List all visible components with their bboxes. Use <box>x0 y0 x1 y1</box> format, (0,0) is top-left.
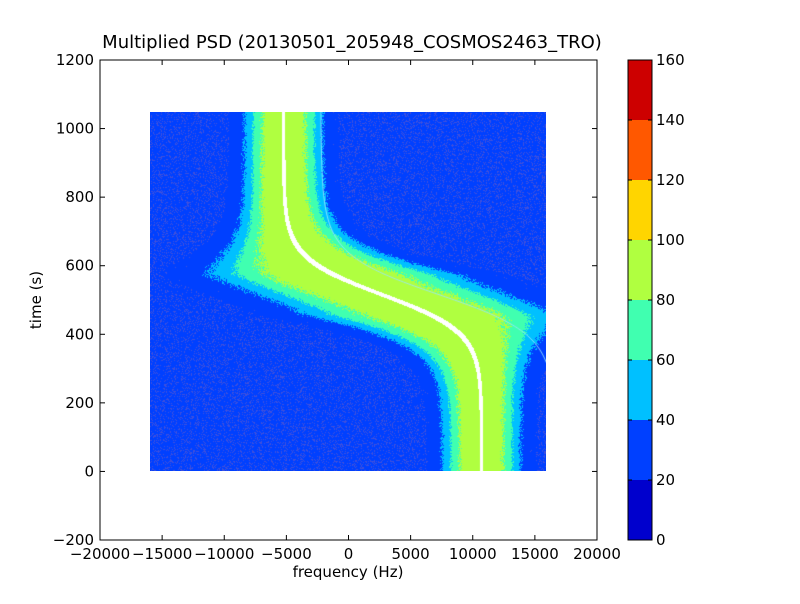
colorbar-tick-label: 60 <box>656 351 675 369</box>
colorbar-tick-label: 140 <box>656 111 685 129</box>
colorbar-segment <box>628 360 652 420</box>
heatmap-image <box>150 112 546 471</box>
x-tick-label: 15000 <box>511 545 559 563</box>
x-tick-label: −5000 <box>261 545 312 563</box>
colorbar-segment <box>628 240 652 300</box>
colorbar-segment <box>628 420 652 480</box>
x-tick-label: −20000 <box>70 545 130 563</box>
x-tick-label: 20000 <box>573 545 621 563</box>
colorbar <box>627 59 653 541</box>
colorbar-segment <box>628 120 652 180</box>
colorbar-tick-label: 160 <box>656 51 685 69</box>
y-tick-label: −200 <box>53 531 94 549</box>
y-axis-label: time (s) <box>27 271 45 329</box>
colorbar-tick-label: 100 <box>656 231 685 249</box>
y-tick-label: 1200 <box>56 51 94 69</box>
chart-title: Multiplied PSD (20130501_205948_COSMOS24… <box>102 32 602 53</box>
y-tick-label: 400 <box>65 325 94 343</box>
colorbar-ticks: 0 20 40 60 80 100 120 140 160 <box>628 51 685 549</box>
colorbar-segment <box>628 300 652 360</box>
x-tick-label: 5000 <box>392 545 430 563</box>
y-tick-label: 200 <box>65 394 94 412</box>
x-tick-label: −15000 <box>132 545 192 563</box>
x-tick-label: 10000 <box>449 545 497 563</box>
x-axis-label: frequency (Hz) <box>293 563 404 581</box>
x-tick-label: 0 <box>344 545 354 563</box>
colorbar-tick-label: 20 <box>656 471 675 489</box>
colorbar-segment <box>628 60 652 120</box>
x-axis-ticks: −20000 −15000 −10000 −5000 0 5000 10000 15000 20… <box>70 60 621 563</box>
colorbar-tick-label: 120 <box>656 171 685 189</box>
colorbar-segment <box>628 180 652 240</box>
x-tick-label: −10000 <box>194 545 254 563</box>
colorbar-tick-label: 80 <box>656 291 675 309</box>
colorbar-tick-label: 40 <box>656 411 675 429</box>
colorbar-tick-label: 0 <box>656 531 666 549</box>
y-tick-label: 1000 <box>56 120 94 138</box>
y-tick-label: 800 <box>65 188 94 206</box>
plot-frame <box>99 59 598 541</box>
colorbar-segment <box>628 480 652 540</box>
y-tick-label: 600 <box>65 257 94 275</box>
y-axis-ticks: −200 0 200 400 600 800 1000 1200 <box>53 51 597 549</box>
y-tick-label: 0 <box>84 462 94 480</box>
